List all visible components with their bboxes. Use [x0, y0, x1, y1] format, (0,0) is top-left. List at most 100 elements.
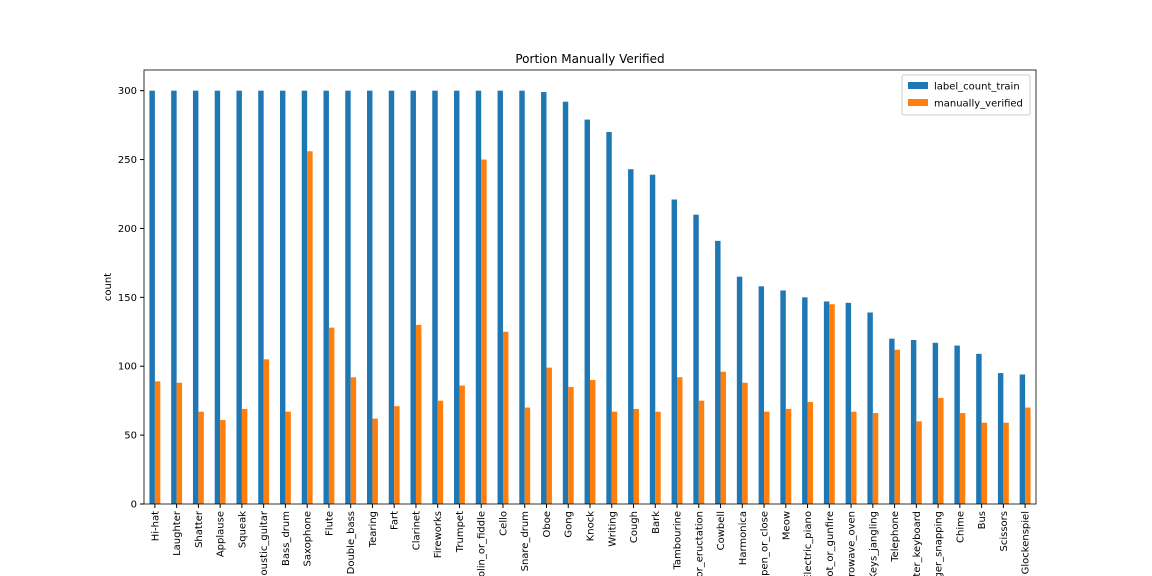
bar: [541, 92, 547, 505]
bar: [562, 101, 569, 504]
bar: [677, 377, 683, 504]
x-tick-label: Drawer_open_or_close: [760, 511, 771, 576]
x-tick-label: Microwave_oven: [847, 511, 858, 576]
x-tick-label: Acoustic_guitar: [259, 510, 270, 576]
bar: [154, 381, 161, 504]
bar: [410, 90, 416, 505]
bar: [214, 90, 221, 505]
x-tick-label: Laughter: [172, 510, 183, 556]
bar: [802, 297, 808, 504]
bar: [671, 199, 678, 504]
bar: [519, 90, 525, 505]
bar: [454, 90, 460, 505]
bar: [867, 312, 873, 504]
bar: [149, 90, 155, 505]
x-tick-label: Telephone: [890, 511, 901, 563]
bar: [372, 418, 378, 504]
x-tick-label: Glockenspiel: [1021, 511, 1032, 574]
bar: [693, 214, 699, 504]
x-tick-label: Knock: [586, 511, 597, 542]
x-tick-label: Burping_or_eructation: [694, 511, 705, 576]
bar: [258, 90, 264, 505]
bar: [997, 373, 1004, 504]
x-tick-label: Tambourine: [673, 511, 684, 571]
x-tick-label: Double_bass: [346, 511, 357, 574]
bar: [584, 119, 590, 504]
bar: [590, 380, 596, 504]
x-tick-label: Cowbell: [716, 511, 727, 550]
bar: [279, 90, 286, 505]
bar: [976, 353, 982, 504]
bar: [388, 90, 395, 505]
bar: [981, 422, 988, 504]
y-axis-label: count: [103, 273, 114, 301]
bar: [894, 349, 901, 504]
x-tick-label: Gong: [564, 511, 575, 538]
axes-frame: [143, 69, 1037, 505]
bar: [394, 406, 400, 504]
bar: [1019, 374, 1026, 504]
y-tick-label: 200: [118, 224, 137, 235]
bar: [481, 159, 487, 505]
x-tick-label: Gunshot_or_gunfire: [825, 511, 836, 576]
bar: [758, 286, 765, 504]
bar: [698, 400, 705, 504]
x-tick-label: Applause: [216, 511, 227, 557]
x-tick-label: Meow: [781, 511, 792, 540]
bar: [932, 342, 939, 504]
bar: [715, 240, 721, 504]
bar: [220, 419, 226, 504]
bar: [502, 331, 509, 504]
bar: [241, 408, 248, 504]
x-tick-label: Violin_or_fiddle: [477, 511, 488, 576]
bar: [437, 400, 444, 504]
chart-title: Portion Manually Verified: [515, 52, 664, 66]
bar: [780, 290, 786, 504]
bar: [301, 90, 308, 505]
bar: [872, 413, 879, 504]
bar: [475, 90, 482, 505]
bar: [328, 327, 335, 504]
bar: [415, 324, 422, 504]
bar: [736, 276, 743, 504]
bar: [606, 132, 612, 504]
bar: [628, 169, 634, 504]
x-tick-label: Bus: [977, 511, 988, 529]
x-tick-label: Harmonica: [738, 511, 749, 565]
legend-label: label_count_train: [934, 82, 1020, 93]
y-tick-label: 100: [118, 362, 137, 373]
bar: [1025, 407, 1031, 504]
x-tick-label: Writing: [607, 511, 618, 547]
bar: [829, 304, 835, 504]
x-tick-label: Electric_piano: [803, 511, 814, 576]
x-tick-label: Squeak: [237, 511, 248, 548]
x-tick-label: Snare_drum: [520, 511, 531, 571]
x-tick-label: Fireworks: [433, 511, 444, 558]
bar: [764, 411, 770, 504]
bar: [1003, 422, 1009, 504]
bar: [823, 301, 830, 504]
legend-swatch: [908, 99, 928, 106]
y-tick-label: 50: [124, 431, 137, 442]
bar: [954, 345, 960, 504]
bar: [459, 385, 465, 504]
x-tick-label: Chime: [955, 511, 966, 543]
x-tick-label: Oboe: [542, 511, 553, 538]
x-tick-label: Saxophone: [303, 511, 314, 567]
bar: [546, 367, 552, 504]
x-tick-label: Clarinet: [411, 511, 422, 550]
bar: [845, 302, 852, 504]
x-tick-label: Scissors: [999, 511, 1010, 551]
x-tick-label: Cello: [498, 511, 509, 536]
x-tick-label: Computer_keyboard: [912, 511, 923, 576]
bar: [345, 90, 351, 505]
bar: [192, 90, 199, 505]
bar: [910, 340, 917, 504]
bar: [323, 90, 329, 505]
bar: [367, 90, 373, 505]
x-tick-label: Hi-hat: [150, 511, 161, 541]
bar: [633, 408, 639, 504]
bar: [176, 382, 183, 504]
x-tick-label: Bark: [651, 511, 662, 534]
